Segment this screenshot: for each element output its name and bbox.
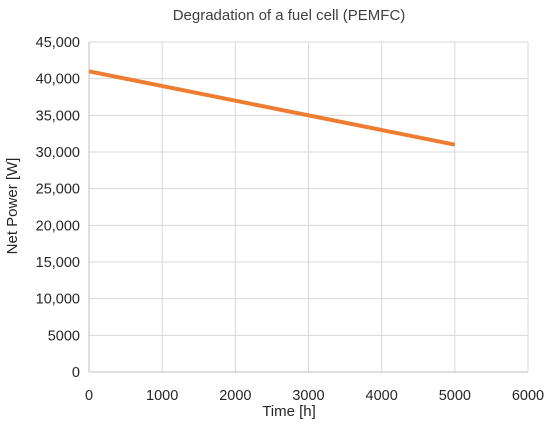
y-tick-label: 45,000 xyxy=(36,35,80,51)
axes xyxy=(88,42,528,373)
series-lines xyxy=(88,69,456,147)
y-tick-label: 40,000 xyxy=(36,72,80,88)
y-tick-label: 20,000 xyxy=(36,218,80,234)
x-tick-label: 6000 xyxy=(512,388,544,404)
x-tick-label: 5000 xyxy=(439,388,471,404)
x-tick-label: 0 xyxy=(85,388,93,404)
gridlines xyxy=(89,41,529,372)
x-tick-label: 3000 xyxy=(292,388,324,404)
x-axis-label: Time [h] xyxy=(262,403,316,420)
y-tick-label: 10,000 xyxy=(36,292,80,308)
y-axis-label: Net Power [W] xyxy=(4,158,21,255)
y-tick-label: 5000 xyxy=(48,328,80,344)
y-tick-labels: 0 5000 10,000 15,000 20,000 25,000 30,000 35,00… xyxy=(36,35,80,381)
series-line-0 xyxy=(88,69,456,147)
y-tick-label: 30,000 xyxy=(36,145,80,161)
y-tick-label: 15,000 xyxy=(36,255,80,271)
chart-title: Degradation of a fuel cell (PEMFC) xyxy=(173,7,406,24)
x-tick-label: 2000 xyxy=(219,388,251,404)
y-tick-label: 35,000 xyxy=(36,108,80,124)
y-tick-label: 25,000 xyxy=(36,182,80,198)
x-tick-label: 4000 xyxy=(366,388,398,404)
x-tick-labels: 0 1000 2000 3000 4000 5000 6000 xyxy=(85,388,544,404)
x-tick-label: 1000 xyxy=(146,388,178,404)
y-tick-label: 0 xyxy=(72,365,80,381)
